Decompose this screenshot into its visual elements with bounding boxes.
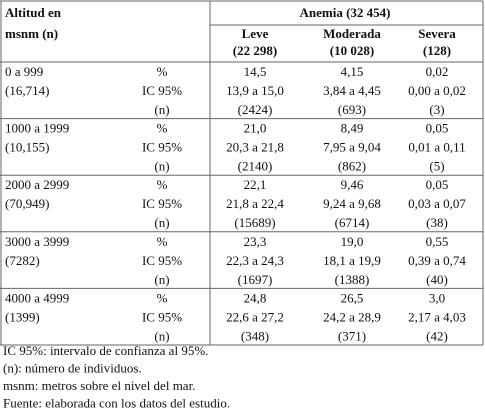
cell: (2424) <box>238 102 273 117</box>
footnote: msnm: metros sobre el nivel del mar. <box>3 378 195 393</box>
stat-label: (n) <box>154 159 169 174</box>
cell: (5) <box>429 159 444 174</box>
cell: (1388) <box>335 272 370 287</box>
altitude-n: (7282) <box>5 253 40 268</box>
stat-label: (n) <box>154 215 169 230</box>
column-n: (128) <box>423 43 451 58</box>
cell: 0,05 <box>426 177 449 192</box>
cell: 22,1 <box>244 177 267 192</box>
cell: 14,5 <box>244 64 267 79</box>
cell: 24,8 <box>244 290 267 305</box>
cell: 3,84 a 4,45 <box>323 83 381 98</box>
cell: 18,1 a 19,9 <box>323 253 381 268</box>
cell: 19,0 <box>341 234 364 249</box>
altitude-range: 2000 a 2999 <box>5 177 69 192</box>
stat-label: (n) <box>154 272 169 287</box>
stat-label: % <box>157 64 168 79</box>
altitude-n: (1399) <box>5 309 40 324</box>
cell: 9,46 <box>341 177 364 192</box>
cell: (15689) <box>234 215 275 230</box>
stat-label: IC 95% <box>142 83 182 98</box>
stat-label: % <box>157 121 168 136</box>
cell: 4,15 <box>341 64 364 79</box>
header-text: Altitud en <box>5 5 62 20</box>
altitude-range: 4000 a 4999 <box>5 290 69 305</box>
cell: 7,95 a 9,04 <box>323 140 381 155</box>
stat-label: % <box>157 290 168 305</box>
cell: (6714) <box>335 215 370 230</box>
stat-label: IC 95% <box>142 253 182 268</box>
column-name: Severa <box>418 26 456 41</box>
cell: 23,3 <box>244 234 267 249</box>
cell: 20,3 a 21,8 <box>226 140 284 155</box>
stat-label: (n) <box>154 328 169 343</box>
cell: (38) <box>426 215 448 230</box>
cell: 9,24 a 9,68 <box>323 196 381 211</box>
column-n: (22 298) <box>233 43 277 58</box>
header-text: Anemia (32 454) <box>300 5 391 20</box>
cell: 3,0 <box>429 290 445 305</box>
cell: 0,55 <box>426 234 449 249</box>
altitude-range: 3000 a 3999 <box>5 234 69 249</box>
cell: (42) <box>426 328 448 343</box>
cell: 0,02 <box>426 64 449 79</box>
cell: (2140) <box>238 159 273 174</box>
altitude-range: 0 a 999 <box>5 64 43 79</box>
column-n: (10 028) <box>330 43 374 58</box>
altitude-n: (70,949) <box>5 196 49 211</box>
cell: 0,39 a 0,74 <box>408 253 466 268</box>
cell: 2,17 a 4,03 <box>408 309 466 324</box>
column-name: Moderada <box>323 26 381 41</box>
cell: 13,9 a 15,0 <box>226 83 284 98</box>
cell: (371) <box>338 328 366 343</box>
stat-label: IC 95% <box>142 140 182 155</box>
altitude-range: 1000 a 1999 <box>5 121 69 136</box>
cell: 21,0 <box>244 121 267 136</box>
footnote: (n): número de individuos. <box>3 360 142 375</box>
stat-label: (n) <box>154 102 169 117</box>
cell: 22,3 a 24,3 <box>226 253 284 268</box>
cell: (693) <box>338 102 366 117</box>
cell: 0,01 a 0,11 <box>408 140 465 155</box>
cell: 26,5 <box>341 290 364 305</box>
cell: (348) <box>241 328 269 343</box>
cell: 8,49 <box>341 121 364 136</box>
footnote: IC 95%: intervalo de confianza al 95%. <box>3 343 208 358</box>
header-text: msnm (n) <box>5 26 58 41</box>
cell: (40) <box>426 272 448 287</box>
footnote: Fuente: elaborada con los datos del estu… <box>3 395 230 409</box>
cell: (3) <box>429 102 444 117</box>
cell: 24,2 a 28,9 <box>323 309 381 324</box>
cell: 0,05 <box>426 121 449 136</box>
cell: (1697) <box>238 272 273 287</box>
cell: 22,6 a 27,2 <box>226 309 284 324</box>
stat-label: % <box>157 234 168 249</box>
stat-label: % <box>157 177 168 192</box>
stat-label: IC 95% <box>142 309 182 324</box>
column-name: Leve <box>242 26 269 41</box>
altitude-n: (16,714) <box>5 83 49 98</box>
cell: 0,00 a 0,02 <box>408 83 466 98</box>
cell: (862) <box>338 159 366 174</box>
cell: 21,8 a 22,4 <box>226 196 284 211</box>
cell: 0,03 a 0,07 <box>408 196 466 211</box>
stat-label: IC 95% <box>142 196 182 211</box>
altitude-n: (10,155) <box>5 140 49 155</box>
